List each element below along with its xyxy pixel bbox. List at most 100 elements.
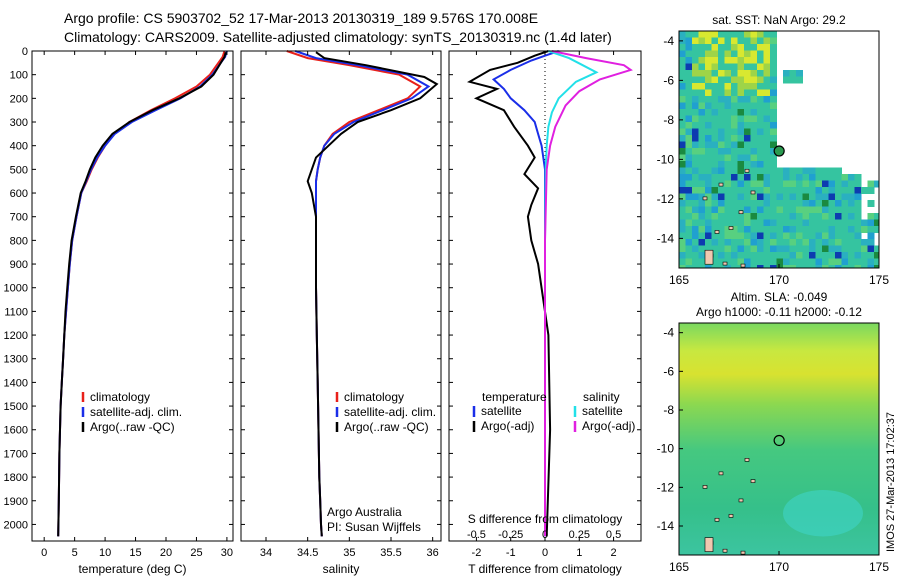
salinity-profile: 34 34.5 35 35.5 36 salinity climatologysatelli… — [240, 50, 442, 576]
top-axis-label: S difference from climatology — [468, 512, 623, 526]
y-tick-label: 400 — [10, 141, 28, 153]
legend-label: satellite-adj. clim. — [344, 405, 436, 419]
x-tick-label: 5 — [72, 547, 78, 559]
island-marker — [750, 190, 756, 195]
x-tick-label: 0 — [41, 547, 47, 559]
figure-title-line1: Argo profile: CS 5903702_52 17-Mar-2013 … — [64, 10, 539, 26]
y-tick-label: 1600 — [4, 425, 28, 437]
map-title: sat. SST: NaN Argo: 29.2 — [712, 13, 846, 27]
island-marker — [714, 517, 720, 522]
y-tick-label: 2000 — [4, 519, 28, 531]
difference-profile: -2 -1 0 1 2 T difference from climatology temp… — [448, 50, 642, 576]
series-line-2 — [57, 51, 227, 537]
y-tick-label: 0 — [22, 46, 28, 58]
legend-label: satellite — [481, 404, 522, 418]
y-tick-label: 500 — [10, 164, 28, 176]
x-tick-label: 20 — [160, 547, 172, 559]
top-tick-label: -0.25 — [498, 529, 523, 541]
island-marker — [722, 548, 728, 553]
map-title: Altim. SLA: -0.049 — [731, 290, 828, 304]
y-tick-label: 100 — [10, 70, 28, 82]
y-tick-label: 700 — [10, 212, 28, 224]
island-marker — [714, 230, 720, 234]
annotation-text: Argo Australia — [327, 505, 402, 519]
island-marker — [738, 210, 744, 215]
island-marker — [740, 550, 746, 555]
argo-position-marker — [773, 434, 785, 447]
plot-frame — [31, 50, 234, 542]
y-tick-label: -10 — [657, 152, 675, 166]
legend-label: Argo(..raw -QC) — [344, 420, 429, 434]
x-tick-label: 165 — [669, 273, 689, 287]
island-marker — [722, 261, 728, 266]
series-line-0 — [57, 50, 226, 537]
temperature-profile: 0 5 10 15 20 25 300100200300400500600700800900… — [4, 46, 234, 576]
island-marker — [750, 479, 756, 483]
y-tick-label: -4 — [663, 326, 674, 340]
y-tick-label: 200 — [10, 93, 28, 105]
y-tick-label: 300 — [10, 117, 28, 129]
x-tick-label: 34.5 — [297, 547, 318, 559]
y-tick-label: 1800 — [4, 472, 28, 484]
plot-frame — [240, 50, 442, 542]
top-tick-label: 0.25 — [569, 529, 590, 541]
x-tick-label: 35.5 — [380, 547, 401, 559]
x-tick-label: 36 — [427, 547, 439, 559]
legend-title: temperature — [482, 390, 547, 404]
x-tick-label: 170 — [769, 273, 789, 287]
island-marker — [728, 226, 734, 230]
footer-timestamp: IMOS 27-Mar-2013 17:02:37 — [885, 411, 897, 552]
x-tick-label: 170 — [769, 560, 789, 574]
y-tick-label: -12 — [657, 192, 675, 206]
argo-position-marker — [773, 145, 785, 157]
y-tick-label: -8 — [663, 403, 674, 417]
map-field — [679, 323, 879, 555]
legend-label: satellite-adj. clim. — [90, 405, 182, 419]
x-tick-label: 10 — [99, 547, 111, 559]
y-tick-label: -12 — [657, 480, 675, 494]
top-tick-label: -0.5 — [467, 529, 486, 541]
series-line-3 — [544, 50, 633, 537]
y-tick-label: 1500 — [4, 401, 28, 413]
y-tick-label: 1000 — [4, 283, 28, 295]
x-tick-label: 165 — [669, 560, 689, 574]
sst-map: 165 170 175 -4 -6 -8 -10 -12 -14 sat. SST: NaN Ar… — [657, 13, 890, 287]
island-marker — [728, 514, 734, 518]
y-tick-label: 1100 — [4, 306, 28, 318]
legend-label: satellite — [582, 404, 623, 418]
y-tick-label: -4 — [663, 34, 674, 48]
y-tick-label: -6 — [663, 364, 674, 378]
legend-label: climatology — [344, 390, 404, 404]
island-marker — [704, 249, 714, 265]
y-tick-label: 1300 — [4, 354, 28, 366]
series-line-2 — [306, 51, 439, 537]
annotation-text: PI: Susan Wijffels — [327, 520, 421, 534]
series-line-1 — [466, 50, 552, 537]
x-tick-label: 1 — [576, 547, 582, 559]
island-marker — [738, 498, 744, 503]
island-marker — [740, 263, 746, 268]
y-tick-label: -14 — [657, 519, 675, 533]
x-tick-label: 175 — [869, 273, 889, 287]
legend-title: salinity — [583, 390, 620, 404]
y-tick-label: -6 — [663, 73, 674, 87]
island-marker — [702, 196, 708, 201]
island-marker — [744, 168, 750, 173]
island-marker — [704, 537, 714, 552]
x-tick-label: 175 — [869, 560, 889, 574]
island-marker — [744, 458, 750, 462]
x-tick-label: 2 — [611, 547, 617, 559]
y-tick-label: 1900 — [4, 496, 28, 508]
top-tick-label: 0 — [542, 529, 548, 541]
x-tick-label: -2 — [472, 547, 482, 559]
figure-title-line2: Climatology: CARS2009. Satellite-adjuste… — [64, 29, 612, 45]
y-tick-label: 800 — [10, 235, 28, 247]
y-tick-label: 1200 — [4, 330, 28, 342]
x-tick-label: 25 — [190, 547, 202, 559]
series-line-1 — [57, 50, 228, 537]
y-tick-label: 1400 — [4, 377, 28, 389]
legend-label: Argo(..raw -QC) — [90, 420, 175, 434]
top-tick-label: 0.5 — [606, 529, 621, 541]
x-tick-label: 34 — [260, 547, 272, 559]
